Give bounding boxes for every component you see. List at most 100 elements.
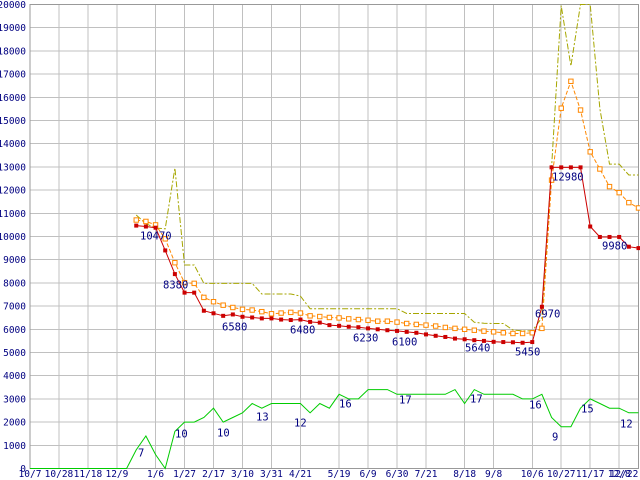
marker-filled-square [481,338,486,343]
marker-open-square [539,325,545,332]
marker-open-square [481,328,487,334]
y-axis-label: 0 [20,464,26,475]
marker-filled-square [578,165,583,170]
x-axis-label: 8/18 [453,469,476,480]
x-axis-label: 9/8 [485,469,502,480]
marker-filled-square [404,329,409,334]
count-value-label: 10 [175,429,188,441]
marker-filled-square [153,225,158,230]
x-axis-label: 12/9 [105,469,128,480]
price-value-label: 6230 [353,333,378,345]
series-lowest-price [134,165,640,345]
count-value-label: 9 [552,432,558,444]
marker-filled-square [530,340,535,345]
marker-open-square [510,330,516,337]
marker-open-square [259,308,265,315]
y-axis-label: 3000 [3,394,26,405]
marker-open-square [346,316,352,322]
marker-open-square [519,330,526,337]
marker-filled-square [424,332,429,337]
y-axis-label: 15000 [0,116,26,127]
count-value-label: 17 [399,395,412,407]
y-axis-label: 14000 [0,139,26,150]
y-axis-label: 13000 [0,162,26,173]
price-value-label: 12980 [552,172,584,184]
x-axis-label: 10/6 [521,469,544,480]
x-axis-label: 4/21 [289,469,312,480]
x-axis-label: 10/27 [547,469,576,480]
marker-filled-square [626,244,631,249]
marker-open-square [307,313,313,319]
y-axis-label: 11000 [0,209,26,220]
marker-open-square [239,306,246,313]
marker-open-square [577,107,584,113]
price-value-label: 6480 [290,325,315,337]
marker-filled-square [182,290,187,295]
marker-filled-square [568,165,573,170]
marker-filled-square [414,330,419,335]
count-value-label: 16 [339,399,352,411]
grid [29,4,639,469]
marker-open-square [500,330,506,336]
x-axis-label: 10/28 [45,469,74,480]
marker-filled-square [288,318,293,323]
marker-filled-square [240,314,245,319]
x-axis-label: 2/17 [202,469,225,480]
marker-open-square [230,304,236,311]
marker-open-square [635,205,640,211]
marker-open-square [268,311,275,317]
marker-open-square [490,329,497,335]
y-axis-label: 7000 [3,302,26,313]
marker-filled-square [452,336,457,341]
marker-filled-square [230,312,235,317]
marker-open-square [288,309,294,316]
count-value-label: 13 [256,412,269,424]
x-axis-labels: 10/7 10/28 11/18 12/9 1/6 1/27 2/17 3/10 3/31 4/2… [19,469,639,480]
marker-filled-square [134,223,139,228]
y-axis-labels: 0 1000 2000 3000 4000 5000 6000 7000 8000 9000 100… [0,0,26,475]
x-axis-label: 12/8 [608,469,631,480]
x-axis-label: 10/7 [19,469,42,480]
marker-open-square [326,314,333,321]
count-value-label: 10 [217,428,230,440]
series-listing-count [30,388,639,470]
marker-filled-square [192,290,197,295]
price-value-label: 10470 [140,231,172,243]
series-highest-price [135,4,639,332]
marker-open-square [471,327,478,333]
x-axis-label: 6/30 [386,469,409,480]
marker-open-square [191,280,197,287]
x-axis-label: 3/10 [231,469,254,480]
marker-open-square [249,307,255,313]
marker-filled-square [298,317,303,322]
marker-filled-square [395,328,400,333]
marker-filled-square [617,234,622,239]
x-axis-label: 12/22 [610,469,639,480]
marker-open-square [558,105,564,111]
series-average-price [133,78,640,337]
series-line-average-price [136,79,639,334]
marker-filled-square [491,339,496,344]
series-line-listing-count [30,388,639,470]
marker-open-square [336,315,342,321]
marker-filled-square [163,248,168,253]
marker-open-square [162,236,168,242]
marker-filled-square [201,308,206,313]
count-value-label: 12 [294,418,307,430]
count-value-label: 12 [620,419,633,431]
y-axis-label: 9000 [3,255,26,266]
marker-filled-square [250,315,255,320]
marker-open-square [548,177,555,183]
marker-open-square [568,78,574,84]
marker-open-square [297,310,304,316]
marker-filled-square [520,340,525,345]
marker-open-square [616,189,622,196]
x-axis-label: 11/18 [74,469,103,480]
y-axis-label: 12000 [0,186,26,197]
marker-filled-square [269,316,274,321]
marker-open-square [432,323,439,329]
y-axis-label: 18000 [0,46,26,57]
